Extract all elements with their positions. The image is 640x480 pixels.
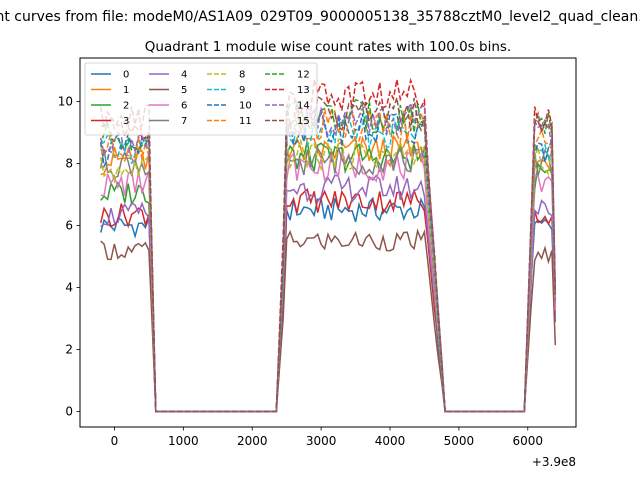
- legend-label: 9: [239, 85, 245, 96]
- series-line-2: [100, 141, 557, 413]
- chart-title: Quadrant 1 module wise count rates with …: [145, 39, 511, 55]
- legend-label: 7: [181, 116, 187, 127]
- series-line-0: [99, 196, 557, 413]
- y-tick-label: 10: [58, 94, 73, 108]
- legend-label: 6: [181, 101, 187, 112]
- x-tick-label: 4000: [375, 434, 406, 448]
- legend-label: 2: [123, 101, 129, 112]
- x-tick-label: 6000: [513, 434, 544, 448]
- chart-suptitle: Light curves from file: modeM0/AS1A09_02…: [0, 9, 640, 25]
- y-tick-label: 8: [65, 156, 73, 170]
- series-line-4: [100, 174, 557, 413]
- legend-label: 0: [123, 70, 129, 81]
- y-tick-label: 0: [65, 404, 73, 418]
- series-line-15: [99, 95, 557, 413]
- legend-label: 12: [297, 70, 310, 81]
- y-tick-label: 4: [65, 280, 73, 294]
- series-line-7: [99, 145, 557, 413]
- legend-label: 13: [297, 85, 310, 96]
- legend-label: 1: [123, 85, 129, 96]
- series-line-9: [100, 115, 557, 413]
- x-tick-label: 2000: [237, 434, 268, 448]
- legend-label: 3: [123, 116, 129, 127]
- x-offset-label: +3.9e8: [532, 455, 576, 469]
- legend-label: 8: [239, 70, 245, 81]
- series-line-11: [100, 108, 557, 413]
- series-layer: [99, 77, 557, 413]
- ticks-layer: 0 1000 2000 3000 4000 5000 6000 0 2 4 6 8 10: [58, 94, 543, 448]
- y-tick-label: 2: [65, 342, 73, 356]
- x-tick-label: 0: [111, 434, 119, 448]
- legend-label: 4: [181, 70, 187, 81]
- series-line-3: [99, 188, 557, 413]
- y-tick-label: 6: [65, 218, 73, 232]
- series-line-6: [100, 151, 557, 413]
- x-tick-label: 1000: [168, 434, 199, 448]
- series-line-8: [99, 137, 557, 413]
- series-line-5: [100, 228, 557, 413]
- legend-box: [84, 62, 318, 136]
- legend-label: 10: [239, 101, 252, 112]
- legend-label: 5: [181, 85, 187, 96]
- axes-frame: [79, 57, 577, 428]
- x-tick-label: 5000: [444, 434, 475, 448]
- legend-label: 11: [239, 116, 252, 127]
- x-tick-label: 3000: [306, 434, 337, 448]
- legend-label: 15: [297, 116, 310, 127]
- legend-label: 14: [297, 101, 310, 112]
